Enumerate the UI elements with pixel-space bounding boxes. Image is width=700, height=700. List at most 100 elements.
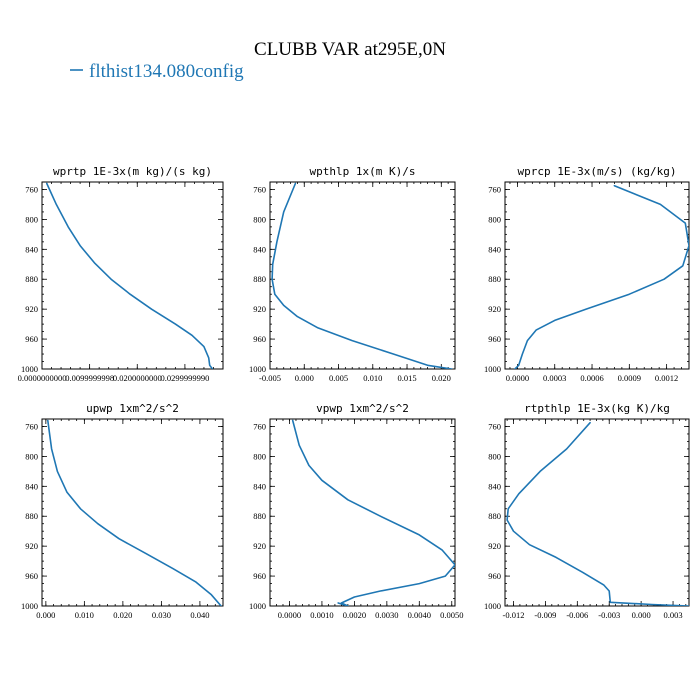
y-tick-label: 840 [488, 244, 501, 254]
y-tick-label: 800 [25, 451, 38, 461]
y-tick-label: 800 [253, 214, 266, 224]
x-tick-label: -0.003 [598, 610, 620, 620]
x-tick-label: 0.000 [36, 610, 55, 620]
panel-title: wpthlp 1x(m K)/s [310, 165, 416, 178]
series-line [46, 419, 222, 606]
x-tick-label: 0.020 [432, 373, 451, 383]
y-tick-label: 760 [25, 184, 38, 194]
plot-frame [269, 181, 456, 370]
y-tick-label: 840 [25, 244, 38, 254]
panel-title: vpwp 1xm^2/s^2 [316, 402, 409, 415]
x-tick-label: 0.0020 [343, 610, 366, 620]
x-tick-label: 0.0012 [655, 373, 678, 383]
chart-panel: vpwp 1xm^2/s^2 760 800 840 880 920 960 1000 0.00… [249, 402, 463, 620]
panel-title: wprtp 1E-3x(m kg)/(s kg) [53, 165, 212, 178]
y-tick-label: 840 [25, 481, 38, 491]
x-tick-label: 0.0000 [506, 373, 529, 383]
y-tick-label: 840 [253, 244, 266, 254]
panel-title: upwp 1xm^2/s^2 [86, 402, 179, 415]
figure-title: CLUBB VAR at295E,0N [254, 39, 446, 60]
y-tick-label: 960 [488, 571, 501, 581]
y-tick-label: 880 [488, 511, 501, 521]
y-tick-label: 1000 [249, 364, 266, 374]
y-tick-label: 920 [25, 541, 38, 551]
x-tick-label: 0.0299999990 [160, 373, 209, 383]
x-tick-label: 0.0006 [580, 373, 603, 383]
series-line [45, 182, 214, 369]
plot-frame [504, 418, 690, 607]
series-line [514, 184, 689, 369]
plot-frame [269, 418, 456, 607]
x-tick-label: -0.005 [259, 373, 281, 383]
y-tick-label: 880 [253, 511, 266, 521]
x-tick-label: 0.0000 [278, 610, 301, 620]
chart-panel: wprcp 1E-3x(m/s) (kg/kg) 760 800 840 880 920 9… [484, 165, 690, 383]
chart-panel: wprtp 1E-3x(m kg)/(s kg) 760 800 840 880 920 9… [18, 165, 224, 383]
y-tick-label: 960 [253, 571, 266, 581]
y-tick-label: 760 [488, 184, 501, 194]
y-tick-label: 880 [488, 274, 501, 284]
x-tick-label: 0.0099999998 [65, 373, 114, 383]
plot-frame [504, 181, 690, 370]
y-tick-label: 760 [253, 184, 266, 194]
plot-frame [41, 418, 224, 607]
panel-title: rtpthlp 1E-3x(kg K)/kg [524, 402, 670, 415]
chart-panel: wpthlp 1x(m K)/s 760 800 840 880 920 960 1000-0… [249, 165, 456, 383]
y-tick-label: 1000 [484, 601, 501, 611]
chart-panels: wprtp 1E-3x(m kg)/(s kg) 760 800 840 880 920 9… [18, 165, 690, 620]
y-tick-label: 880 [25, 511, 38, 521]
x-tick-label: 0.000 [295, 373, 314, 383]
y-tick-label: 760 [253, 421, 266, 431]
chart-panel: rtpthlp 1E-3x(kg K)/kg 760 800 840 880 920 960… [484, 402, 690, 620]
y-tick-label: 840 [488, 481, 501, 491]
y-tick-label: 800 [488, 214, 501, 224]
y-tick-label: 800 [253, 451, 266, 461]
y-tick-label: 800 [25, 214, 38, 224]
y-tick-label: 760 [488, 421, 501, 431]
x-tick-label: 0.000 [632, 610, 651, 620]
legend: flthist134.080config [70, 61, 244, 82]
x-tick-label: 0.0050 [440, 610, 463, 620]
x-tick-label: 0.005 [329, 373, 348, 383]
y-tick-label: 960 [488, 334, 501, 344]
y-tick-label: 1000 [21, 364, 38, 374]
panel-title: wprcp 1E-3x(m/s) (kg/kg) [518, 165, 677, 178]
x-tick-label: 0.0200000000 [113, 373, 162, 383]
y-tick-label: 960 [25, 334, 38, 344]
y-tick-label: 920 [253, 541, 266, 551]
x-tick-label: 0.0010 [310, 610, 333, 620]
x-tick-label: 0.0000000000 [18, 373, 67, 383]
x-tick-label: 0.0030 [375, 610, 398, 620]
y-tick-label: 960 [253, 334, 266, 344]
y-tick-label: 880 [253, 274, 266, 284]
x-tick-label: 0.015 [397, 373, 416, 383]
x-tick-label: 0.010 [75, 610, 94, 620]
x-tick-label: 0.030 [152, 610, 171, 620]
y-tick-label: 960 [25, 571, 38, 581]
x-tick-label: 0.020 [113, 610, 132, 620]
x-tick-label: -0.009 [534, 610, 556, 620]
y-tick-label: 920 [488, 541, 501, 551]
y-tick-label: 920 [25, 304, 38, 314]
x-tick-label: 0.040 [190, 610, 209, 620]
series-line [271, 182, 453, 369]
series-line [291, 419, 455, 606]
x-tick-label: 0.0003 [543, 373, 566, 383]
legend-label: flthist134.080config [89, 61, 244, 82]
y-tick-label: 800 [488, 451, 501, 461]
x-tick-label: 0.0040 [408, 610, 431, 620]
x-tick-label: -0.006 [566, 610, 588, 620]
y-tick-label: 880 [25, 274, 38, 284]
y-tick-label: 1000 [484, 364, 501, 374]
y-tick-label: 1000 [249, 601, 266, 611]
y-tick-label: 760 [25, 421, 38, 431]
x-tick-label: -0.012 [503, 610, 525, 620]
x-tick-label: 0.003 [663, 610, 682, 620]
y-tick-label: 920 [253, 304, 266, 314]
x-tick-label: 0.010 [363, 373, 382, 383]
chart-panel: upwp 1xm^2/s^2 760 800 840 880 920 960 10000.00… [21, 402, 224, 620]
plot-frame [41, 181, 224, 370]
y-tick-label: 1000 [21, 601, 38, 611]
y-tick-label: 920 [488, 304, 501, 314]
